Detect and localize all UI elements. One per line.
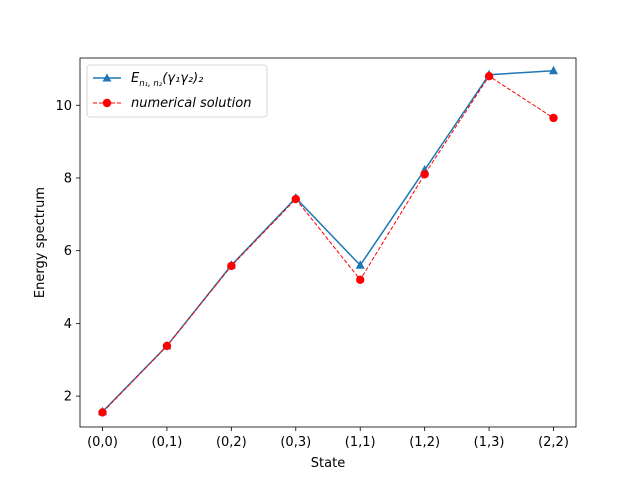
legend: En₁, n₂(γ₁γ₂)₂ numerical solution: [86, 64, 268, 118]
x-axis-ticks: (0,0) (0,1) (0,2) (0,3) (1,1) (1,2) (1,3) (2,2): [87, 427, 569, 450]
series-0-point: [355, 260, 365, 269]
legend-marker-circle: [102, 98, 112, 108]
plot-area: [80, 58, 576, 427]
legend-label-analytic: En₁, n₂(γ₁γ₂)₂: [131, 71, 203, 89]
y-tick-label: 10: [55, 99, 72, 114]
series-layer: [98, 65, 558, 417]
legend-label-numerical: numerical solution: [131, 96, 251, 111]
series-1-point: [484, 71, 494, 81]
x-tick-label: (1,1): [345, 435, 376, 450]
series-1-point: [162, 341, 172, 351]
x-tick-label: (0,1): [152, 435, 183, 450]
x-tick-label: (0,2): [216, 435, 247, 450]
legend-marker-triangle: [102, 73, 112, 82]
plot-frame: [79, 57, 577, 428]
x-tick-label: (0,0): [87, 435, 118, 450]
series-1-point: [356, 275, 365, 284]
series-1-point: [98, 408, 107, 417]
legend-box: [86, 64, 268, 118]
series-1-point: [549, 113, 558, 123]
series-0-point: [549, 65, 558, 75]
series-line-1: [102, 75, 554, 413]
legend-rest: (γ₁γ₂)₂: [162, 71, 203, 86]
y-tick-label: 6: [64, 244, 72, 259]
series-1-point: [420, 170, 429, 179]
legend-main: E: [131, 71, 140, 86]
y-axis-ticks: 2 4 6 8 10: [55, 99, 80, 405]
x-tick-label: (1,2): [409, 435, 440, 450]
series-1-point: [227, 261, 236, 271]
y-tick-label: 2: [64, 390, 72, 405]
x-tick-label: (2,2): [538, 435, 569, 450]
y-tick-label: 4: [64, 317, 72, 332]
x-tick-label: (1,3): [474, 435, 505, 450]
x-tick-label: (0,3): [280, 435, 311, 450]
legend-sub: n₁, n₂: [139, 79, 163, 89]
y-axis-label: Energy spectrum: [33, 187, 48, 298]
y-tick-label: 8: [64, 171, 72, 186]
series-1-point: [291, 194, 300, 204]
x-axis-label: State: [311, 456, 345, 471]
